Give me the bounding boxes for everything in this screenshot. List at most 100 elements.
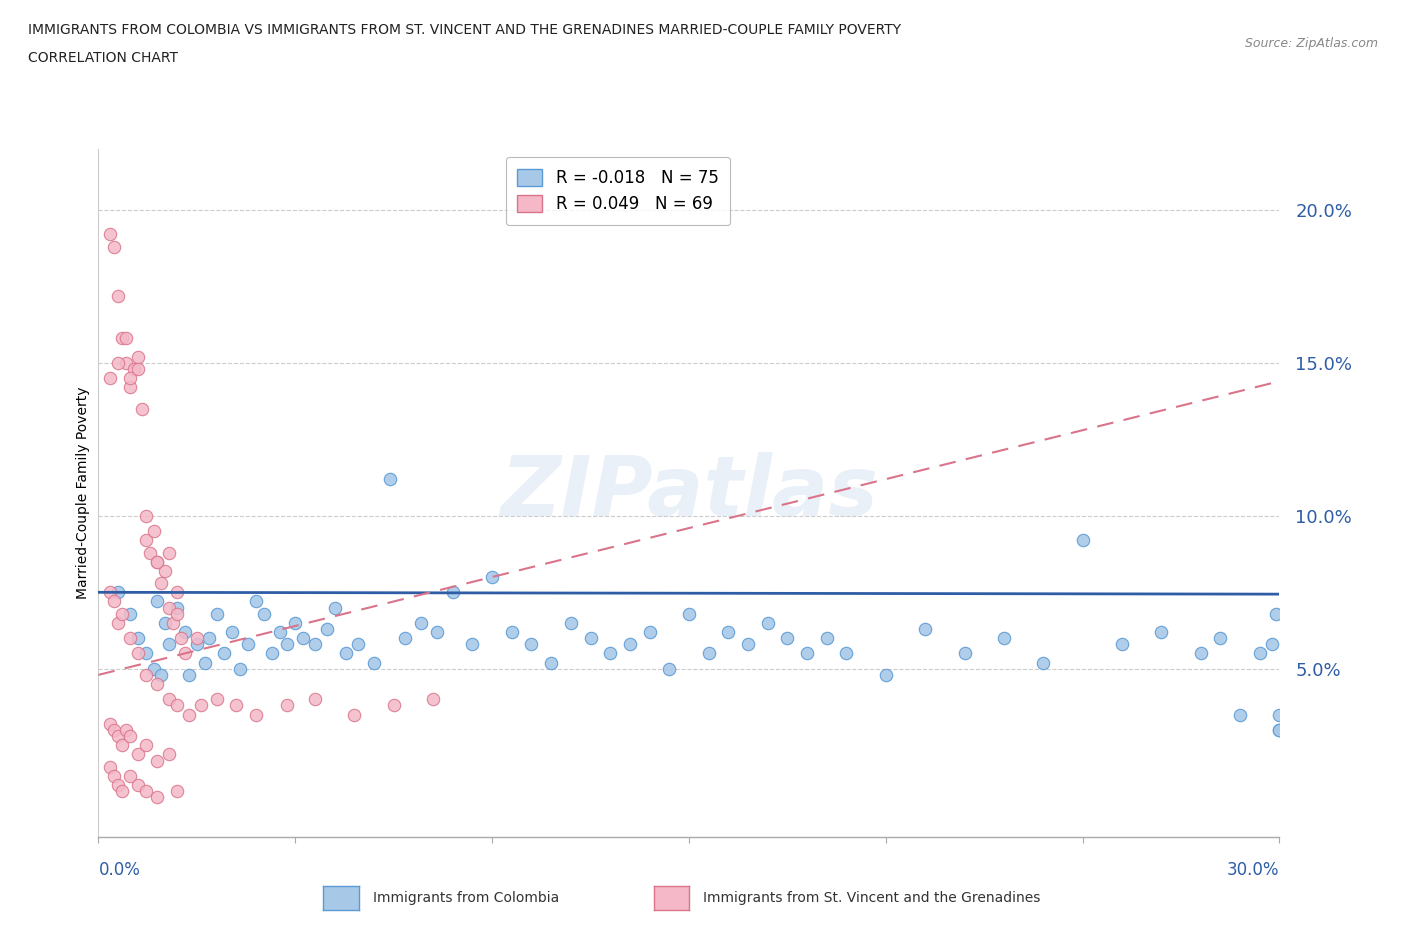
Point bbox=[422, 692, 444, 707]
Point bbox=[186, 631, 208, 645]
Point bbox=[461, 637, 484, 652]
Point bbox=[796, 646, 818, 661]
Point bbox=[253, 606, 276, 621]
Text: 30.0%: 30.0% bbox=[1227, 860, 1279, 879]
Point bbox=[315, 621, 337, 636]
Point bbox=[135, 509, 157, 524]
Point bbox=[127, 747, 149, 762]
Text: ZIPatlas: ZIPatlas bbox=[501, 452, 877, 534]
Point bbox=[1268, 723, 1291, 737]
Point bbox=[127, 646, 149, 661]
Point bbox=[146, 554, 169, 569]
Point bbox=[166, 585, 188, 600]
Point bbox=[142, 524, 165, 538]
Point bbox=[993, 631, 1015, 645]
Point bbox=[138, 545, 160, 560]
Point bbox=[170, 631, 193, 645]
Point bbox=[599, 646, 621, 661]
Point bbox=[174, 625, 197, 640]
Text: Immigrants from St. Vincent and the Grenadines: Immigrants from St. Vincent and the Gren… bbox=[703, 891, 1040, 906]
Point bbox=[737, 637, 759, 652]
Point bbox=[146, 677, 169, 692]
Point bbox=[157, 545, 180, 560]
Point bbox=[107, 728, 129, 743]
Point bbox=[260, 646, 283, 661]
Point bbox=[205, 692, 228, 707]
Point bbox=[98, 759, 121, 774]
Legend: R = -0.018   N = 75, R = 0.049   N = 69: R = -0.018 N = 75, R = 0.049 N = 69 bbox=[506, 157, 730, 225]
Point bbox=[103, 239, 125, 254]
Point bbox=[363, 656, 385, 671]
Point bbox=[177, 668, 200, 683]
Point bbox=[1111, 637, 1133, 652]
Point bbox=[335, 646, 357, 661]
Point bbox=[1150, 625, 1173, 640]
Point bbox=[186, 637, 208, 652]
Point bbox=[111, 737, 134, 752]
Point bbox=[1032, 656, 1054, 671]
Point bbox=[378, 472, 401, 486]
Point bbox=[131, 402, 153, 417]
Point bbox=[107, 616, 129, 631]
Point bbox=[98, 585, 121, 600]
Text: 0.0%: 0.0% bbox=[98, 860, 141, 879]
Point bbox=[98, 716, 121, 731]
Point bbox=[146, 790, 169, 804]
Text: Source: ZipAtlas.com: Source: ZipAtlas.com bbox=[1244, 37, 1378, 50]
Point bbox=[953, 646, 976, 661]
Point bbox=[678, 606, 700, 621]
Point bbox=[394, 631, 416, 645]
Point bbox=[166, 784, 188, 799]
Point bbox=[347, 637, 370, 652]
Point bbox=[1209, 631, 1232, 645]
Point bbox=[343, 707, 366, 722]
Point bbox=[111, 331, 134, 346]
Point bbox=[205, 606, 228, 621]
Point bbox=[111, 606, 134, 621]
Point bbox=[221, 625, 243, 640]
Point bbox=[157, 637, 180, 652]
Point bbox=[174, 646, 197, 661]
Point bbox=[118, 606, 141, 621]
Text: CORRELATION CHART: CORRELATION CHART bbox=[28, 51, 179, 65]
Point bbox=[1268, 723, 1291, 737]
Point bbox=[166, 600, 188, 615]
Point bbox=[214, 646, 236, 661]
Point bbox=[194, 656, 217, 671]
Point bbox=[756, 616, 779, 631]
Point bbox=[276, 698, 298, 713]
Point bbox=[197, 631, 219, 645]
Point bbox=[166, 606, 188, 621]
Point bbox=[1249, 646, 1271, 661]
Point bbox=[1260, 637, 1282, 652]
Point bbox=[411, 616, 433, 631]
Point bbox=[229, 661, 252, 676]
Point bbox=[162, 616, 184, 631]
Point bbox=[382, 698, 405, 713]
Point bbox=[107, 585, 129, 600]
Point bbox=[441, 585, 464, 600]
Point bbox=[619, 637, 641, 652]
Point bbox=[115, 331, 138, 346]
Point bbox=[155, 564, 177, 578]
Point bbox=[118, 728, 141, 743]
Point bbox=[776, 631, 799, 645]
Point bbox=[304, 692, 326, 707]
Point bbox=[501, 625, 523, 640]
Point bbox=[122, 362, 145, 377]
Point bbox=[98, 227, 121, 242]
Point bbox=[142, 661, 165, 676]
Point bbox=[107, 777, 129, 792]
Point bbox=[118, 380, 141, 395]
Point bbox=[107, 355, 129, 370]
Point bbox=[717, 625, 740, 640]
Point bbox=[127, 350, 149, 365]
Point bbox=[146, 594, 169, 609]
Point bbox=[111, 784, 134, 799]
Point bbox=[225, 698, 247, 713]
Point bbox=[166, 698, 188, 713]
Point bbox=[115, 723, 138, 737]
Text: Immigrants from Colombia: Immigrants from Colombia bbox=[373, 891, 558, 906]
Point bbox=[103, 594, 125, 609]
Point bbox=[118, 768, 141, 783]
